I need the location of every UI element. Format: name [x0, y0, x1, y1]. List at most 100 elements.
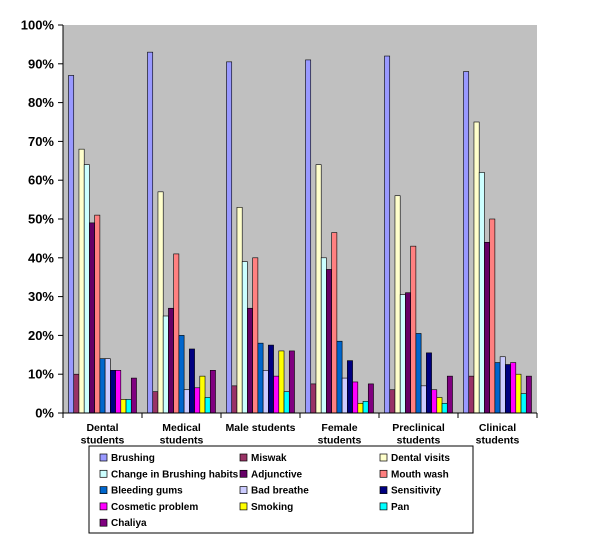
bar: [199, 375, 206, 414]
y-tick-label: 70%: [28, 134, 54, 149]
legend-label: Brushing: [111, 453, 155, 464]
category-label: Clinical students: [476, 422, 520, 447]
y-tick-label: 30%: [28, 289, 54, 304]
legend-box: [88, 445, 474, 534]
y-axis: 0% 10% 20% 30% 40% 50% 60% 70% 80% 90% 100%: [21, 18, 63, 421]
category-label: Male students: [225, 422, 295, 434]
bar: [331, 232, 338, 414]
legend-swatch: [99, 502, 108, 511]
legend-swatch: [379, 469, 388, 478]
bar: [147, 51, 154, 414]
legend-label: Sensitivity: [391, 486, 441, 497]
legend-item: Brushing: [99, 453, 155, 464]
legend-item: Pan: [379, 502, 409, 513]
legend-item: Bad breathe: [239, 486, 309, 497]
legend-item: Sensitivity: [379, 486, 441, 497]
y-tick-label: 0%: [35, 406, 54, 421]
bar: [209, 370, 216, 414]
bar: [305, 59, 312, 414]
legend-item: Change in Brushing habits: [99, 469, 239, 480]
x-axis: Dental students Medical students Male studen…: [62, 413, 538, 447]
legend-item: Adjunctive: [239, 469, 303, 480]
bar: [194, 387, 201, 414]
bar: [315, 164, 322, 414]
axes-lines: [62, 25, 537, 414]
legend-swatch: [99, 518, 108, 527]
bar: [341, 377, 348, 414]
y-tick-label: 20%: [28, 328, 54, 343]
bar: [130, 377, 137, 414]
bar: [273, 375, 280, 414]
legend-swatch: [239, 486, 248, 494]
bar: [515, 373, 522, 414]
legend-label: Chaliya: [111, 518, 147, 529]
bar: [236, 207, 243, 414]
series-sensitivity: [110, 344, 511, 414]
legend-item: Mouth wash: [379, 469, 449, 480]
bar: [478, 172, 485, 414]
bar: [352, 381, 359, 414]
legend-label: Cosmetic problem: [111, 502, 198, 513]
legend-label: Dental visits: [391, 453, 450, 464]
bar: [505, 364, 511, 414]
bar: [183, 389, 190, 414]
legend-swatch: [379, 453, 388, 462]
bar: [389, 389, 396, 414]
bar: [162, 315, 169, 414]
bar: [473, 121, 480, 414]
bar: [99, 358, 106, 414]
legend-item: Miswak: [239, 453, 287, 464]
bar: [73, 373, 80, 414]
series-chaliya: [130, 350, 532, 414]
bar: [288, 350, 295, 414]
bar: [173, 253, 180, 414]
bar: [426, 352, 432, 414]
bar: [178, 335, 185, 414]
bar: [320, 257, 327, 414]
legend-swatch: [239, 502, 248, 511]
bar: [231, 385, 238, 414]
bar: [525, 375, 532, 414]
bar: [347, 360, 353, 414]
bar: [431, 389, 438, 414]
legend-label: Smoking: [251, 502, 293, 513]
legend-label: Adjunctive: [251, 469, 303, 480]
legend-label: Miswak: [251, 453, 287, 464]
bar: [463, 71, 470, 414]
legend-swatch: [99, 453, 108, 462]
bar: [247, 307, 253, 414]
y-tick-label: 80%: [28, 95, 54, 110]
bars-layer: [68, 51, 532, 414]
legend-label: Bleeding gums: [111, 486, 183, 497]
bar: [446, 375, 453, 414]
bar: [157, 191, 164, 414]
bar: [152, 391, 159, 414]
bar: [499, 356, 506, 414]
legend-label: Mouth wash: [391, 469, 449, 480]
category-label: Dental students: [81, 422, 125, 447]
plot-area: [63, 25, 537, 413]
bar: [384, 55, 391, 414]
bar: [326, 269, 332, 414]
bar: [78, 148, 85, 414]
legend-label: Pan: [391, 502, 409, 513]
legend-swatch: [379, 502, 388, 511]
legend-label: Bad breathe: [251, 486, 309, 497]
bar: [204, 397, 211, 414]
bar: [257, 342, 264, 414]
bar: [494, 362, 501, 414]
bar: [489, 218, 496, 414]
bar: [484, 241, 490, 414]
bar: [68, 75, 75, 414]
bar: [468, 375, 475, 414]
bar: [362, 401, 369, 414]
bar: [104, 358, 111, 414]
bar: [336, 340, 343, 414]
bar: [226, 61, 233, 414]
category-label: Female students: [318, 422, 362, 447]
y-tick-label: 40%: [28, 250, 54, 265]
bar: [415, 333, 422, 414]
bar: [420, 385, 427, 414]
